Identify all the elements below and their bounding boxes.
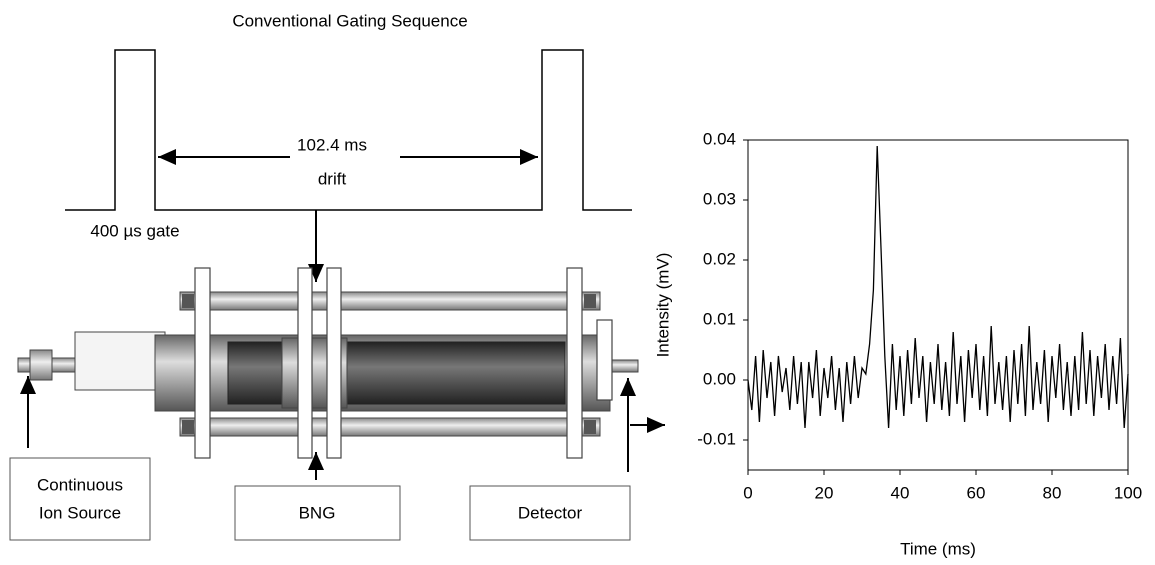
drift-tube-body: [227, 341, 566, 405]
flange: [596, 319, 613, 401]
chart: Time (ms) Intensity (mV) -0.01 0.00 0.01 0.…: [653, 129, 1142, 558]
source-label: Continuous: [37, 475, 123, 494]
bottom-rod: [179, 417, 601, 437]
y-tick-label: 0.03: [703, 189, 736, 208]
drift-label: drift: [318, 169, 347, 188]
x-tick-label: 40: [891, 483, 910, 502]
flange: [194, 267, 211, 459]
y-tick-label: -0.01: [697, 429, 736, 448]
ion-source-housing: [74, 331, 166, 391]
y-tick-label: 0.01: [703, 309, 736, 328]
x-tick-label: 80: [1043, 483, 1062, 502]
nut: [182, 294, 194, 308]
gate-label: 400 µs gate: [90, 221, 179, 240]
y-axis-label: Intensity (mV): [653, 253, 672, 358]
detector-box: [469, 485, 631, 541]
bng-label: BNG: [299, 503, 336, 522]
y-tick-label: 0.02: [703, 249, 736, 268]
x-tick-label: 60: [967, 483, 986, 502]
top-rod: [179, 291, 601, 311]
labels: Continuous Ion Source BNG Detector: [9, 376, 665, 541]
flange: [297, 267, 313, 459]
detector-label: Detector: [518, 503, 583, 522]
source-label: Ion Source: [39, 503, 121, 522]
x-tick-label: 0: [743, 483, 752, 502]
x-axis-label: Time (ms): [900, 539, 976, 558]
nut: [182, 420, 194, 434]
plot-frame: [747, 139, 1129, 471]
y-tick-label: 0.04: [703, 129, 736, 148]
gate-waveform: [65, 49, 632, 211]
y-tick-label: 0.00: [703, 369, 736, 388]
flange: [326, 267, 342, 459]
apparatus: [17, 267, 639, 459]
flange: [566, 267, 583, 459]
source-box: [9, 457, 151, 541]
x-tick-label: 20: [815, 483, 834, 502]
gating-diagram: Conventional Gating Sequence 102.4 ms dr…: [65, 11, 632, 282]
bng-box: [234, 485, 401, 541]
nut: [584, 294, 596, 308]
nut: [584, 420, 596, 434]
drift-time: 102.4 ms: [297, 135, 367, 154]
x-tick-label: 100: [1114, 483, 1142, 502]
signal-line: [747, 145, 1129, 429]
diagram-title: Conventional Gating Sequence: [232, 11, 467, 30]
inlet-fitting: [29, 349, 53, 381]
